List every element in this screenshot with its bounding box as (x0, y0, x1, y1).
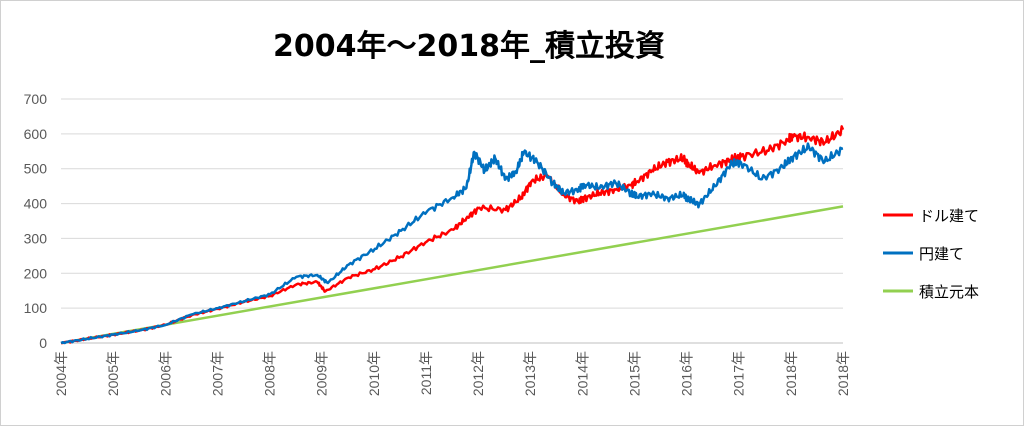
legend-label: 円建て (919, 245, 964, 263)
x-tick-label: 2018年 (835, 351, 851, 396)
x-tick-label: 2012年 (470, 351, 486, 396)
x-tick-label: 2006年 (157, 351, 173, 396)
legend-label: 積立元本 (919, 283, 979, 301)
y-tick-label: 700 (24, 91, 48, 107)
x-tick-label: 2010年 (366, 351, 382, 396)
x-tick-label: 2009年 (314, 351, 330, 396)
x-axis: 2004年 2005年 2006年 2007年 2008年 2009年 2010年 2011年… (53, 351, 851, 396)
x-tick-label: 2017年 (731, 351, 747, 396)
x-tick-label: 2015年 (626, 351, 642, 396)
y-tick-label: 500 (24, 161, 48, 177)
x-tick-label: 2014年 (574, 351, 590, 396)
x-tick-label: 2011年 (418, 351, 434, 395)
x-tick-label: 2004年 (53, 351, 69, 396)
y-axis: 0 100 200 300 400 500 600 700 (24, 91, 48, 351)
grid (61, 98, 843, 344)
chart-title: 2004年～2018年_積立投資 (273, 29, 665, 64)
series-line (61, 125, 845, 345)
y-tick-label: 400 (24, 196, 48, 212)
x-tick-label: 2018年 (783, 351, 799, 396)
legend-label: ドル建て (919, 207, 979, 225)
y-tick-label: 200 (24, 265, 48, 281)
series-group (60, 125, 845, 345)
x-tick-label: 2005年 (105, 351, 121, 396)
series-line (60, 205, 844, 345)
y-tick-label: 100 (24, 300, 48, 316)
x-tick-label: 2016年 (679, 351, 695, 396)
y-tick-label: 300 (24, 230, 48, 246)
y-tick-label: 0 (39, 335, 47, 351)
series-line (60, 142, 844, 345)
x-tick-label: 2008年 (262, 351, 278, 396)
y-tick-label: 600 (24, 126, 48, 142)
x-tick-label: 2007年 (209, 351, 225, 396)
x-tick-label: 2013年 (522, 351, 538, 396)
